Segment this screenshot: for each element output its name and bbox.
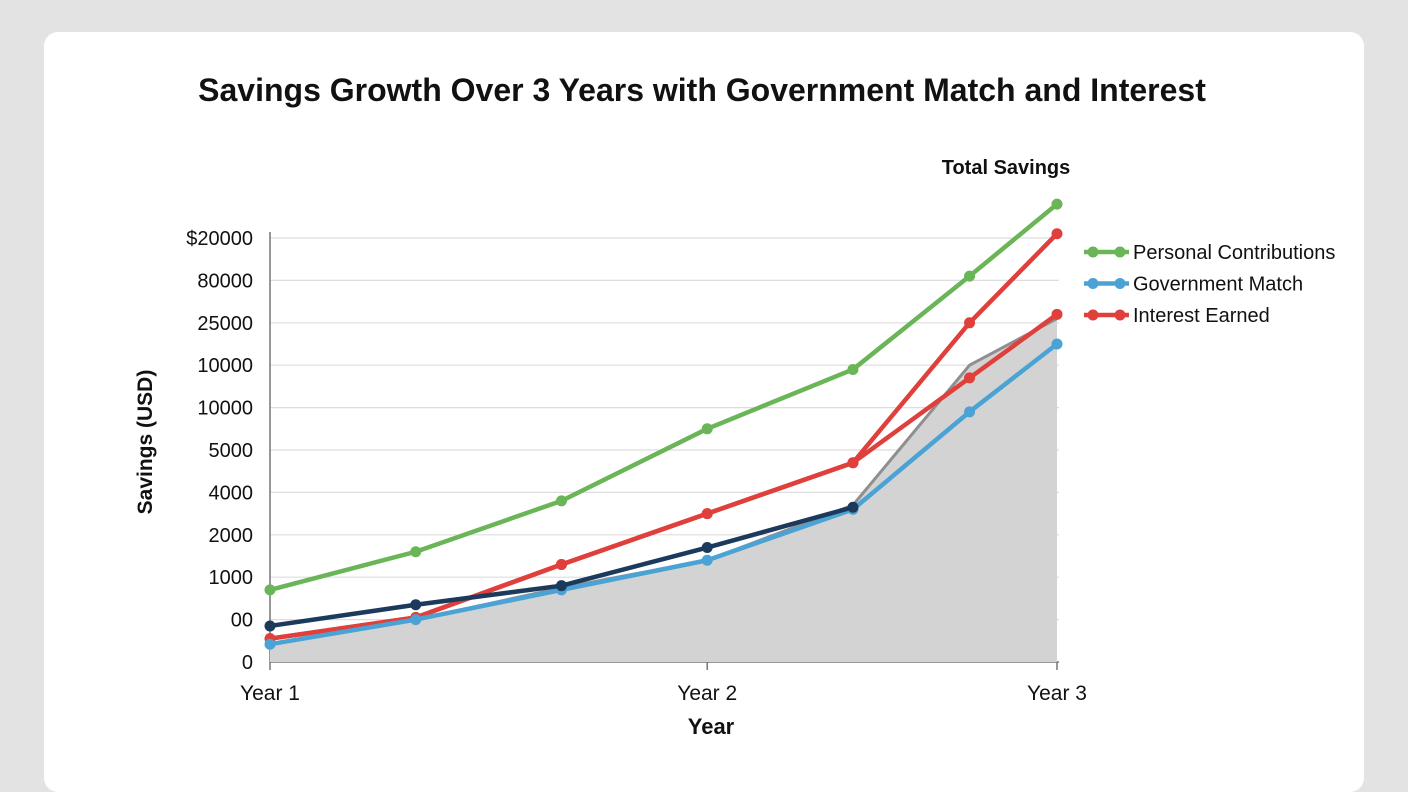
y-tick-label: 0: [242, 652, 253, 674]
legend-item: Interest Earned: [1084, 305, 1270, 327]
data-point: [701, 508, 713, 520]
data-point: [1051, 308, 1063, 320]
data-point: [1051, 198, 1063, 210]
y-tick-label: 1000: [209, 567, 254, 589]
data-point: [1051, 228, 1063, 240]
legend-item: Government Match: [1084, 274, 1303, 296]
x-axis-title: Year: [688, 714, 735, 739]
y-tick-label: $20000: [186, 228, 253, 250]
y-tick-label: 2000: [209, 525, 254, 547]
data-point: [847, 501, 859, 513]
data-point: [1051, 338, 1063, 350]
data-point: [410, 546, 422, 558]
legend-swatch-marker: [1087, 278, 1099, 289]
total-savings-annotation: Total Savings: [942, 157, 1071, 179]
legend-swatch-marker: [1087, 309, 1099, 321]
legend-swatch-marker: [1087, 246, 1099, 258]
x-tick-label: Year 3: [1027, 682, 1087, 705]
data-point: [701, 423, 713, 435]
data-point: [410, 599, 422, 611]
legend-swatch-marker: [1114, 278, 1126, 289]
y-axis-title: Savings (USD): [134, 370, 157, 515]
chart-card: Savings Growth Over 3 Years with Governm…: [44, 32, 1364, 792]
data-point: [847, 363, 859, 375]
legend-label: Government Match: [1133, 274, 1303, 296]
y-tick-label: 25000: [197, 313, 253, 335]
data-point: [964, 270, 976, 282]
y-tick-label: 4000: [209, 482, 254, 504]
legend-label: Personal Contributions: [1133, 242, 1335, 264]
line-chart: Savings Growth Over 3 Years with Governm…: [134, 72, 1335, 739]
data-point: [701, 542, 713, 554]
data-point: [555, 580, 567, 592]
x-tick-label: Year 1: [240, 682, 300, 705]
legend-swatch-marker: [1114, 246, 1126, 258]
total-savings-area: [270, 318, 1057, 662]
y-tick-label: 10000: [197, 398, 253, 420]
y-tick-label: 10000: [197, 355, 253, 377]
data-point: [964, 317, 976, 329]
y-tick-label: 5000: [209, 440, 254, 462]
x-tick-label: Year 2: [677, 682, 737, 705]
data-point: [964, 372, 976, 384]
data-point: [555, 495, 567, 507]
data-point: [264, 620, 276, 632]
data-point: [264, 638, 276, 650]
data-point: [701, 554, 713, 566]
data-point: [410, 614, 422, 626]
data-point: [264, 584, 276, 596]
y-tick-label: 80000: [197, 270, 253, 292]
legend-item: Personal Contributions: [1084, 242, 1335, 264]
legend-label: Interest Earned: [1133, 305, 1270, 327]
chart-title: Savings Growth Over 3 Years with Governm…: [198, 72, 1206, 108]
y-tick-label: 00: [231, 610, 253, 632]
data-point: [847, 457, 859, 469]
legend-swatch-marker: [1114, 309, 1126, 321]
data-point: [964, 406, 976, 418]
data-point: [555, 558, 567, 570]
